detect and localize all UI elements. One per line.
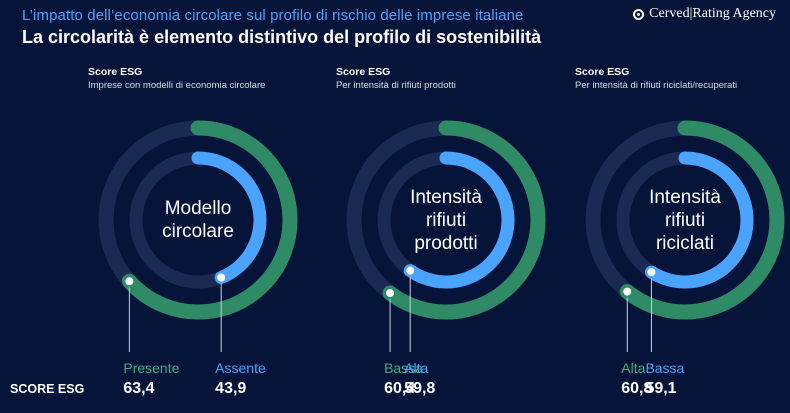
center-label-line: Intensità (649, 186, 721, 208)
panel-header: Score ESG Imprese con modelli di economia… (88, 66, 265, 91)
inner-value-arc (191, 151, 267, 285)
center-label-line: rifiuti (425, 209, 467, 231)
score-value: 59,1 (645, 380, 677, 397)
chart-subtitle: L’impatto dell’economia circolare sul pr… (22, 7, 524, 24)
category-label: Bassa (384, 360, 423, 376)
inner-value-arc (403, 151, 515, 289)
score-value: 43,9 (215, 380, 247, 397)
logo-text: Cerved|Rating Agency (649, 6, 776, 21)
chart-title: La circolarità è elemento distintivo del… (22, 27, 542, 47)
panel-header: Score ESG Per intensità di rifiuti prodot… (336, 66, 456, 91)
center-label-line: Intensità (410, 186, 482, 208)
center-label-line: rifiuti (664, 209, 706, 231)
radial-rings (585, 120, 785, 352)
radial-chart-panel: Score ESG Per intensità di rifiuti ricicl… (575, 0, 790, 413)
center-label: Modello circolare (138, 197, 258, 243)
score-value: 60,4 (384, 380, 416, 397)
inner-end-dot (215, 271, 228, 284)
outer-value-arc (619, 120, 785, 320)
inner-value-arc (644, 151, 754, 289)
outer-value-arc (121, 120, 298, 320)
score-value: 63,4 (123, 380, 155, 397)
center-label: Intensità rifiuti prodotti (386, 186, 506, 255)
radial-rings (98, 120, 298, 352)
outer-end-dot (123, 275, 136, 288)
logo-icon (633, 8, 645, 20)
radial-chart-panel: Score ESG Imprese con modelli di economia… (88, 0, 338, 413)
center-label: Intensità rifiuti riciclati (625, 186, 745, 255)
panel-subtitle: Per intensità di rifiuti prodotti (336, 80, 456, 91)
radial-chart-panel: Score ESG Per intensità di rifiuti prodot… (336, 0, 586, 413)
outer-value-arc (382, 120, 546, 320)
inner-end-dot (645, 266, 658, 279)
panel-label: Score ESG (336, 66, 391, 78)
inner-end-dot (404, 264, 417, 277)
center-label-line: prodotti (414, 232, 478, 254)
center-label-line: riciclati (655, 232, 715, 254)
center-label-line: Modello (164, 198, 232, 219)
panel-subtitle: Per intensità di rifiuti riciclati/recup… (575, 80, 738, 91)
panel-header: Score ESG Per intensità di rifiuti ricicl… (575, 66, 737, 91)
category-label: Presente (123, 360, 180, 376)
score-value: 60,8 (621, 380, 653, 397)
center-label-line: circolare (162, 221, 234, 242)
category-label: Alta (404, 360, 429, 376)
radial-rings (346, 120, 546, 352)
panel-subtitle: Imprese con modelli di economia circolar… (88, 80, 266, 91)
panel-label: Score ESG (88, 66, 143, 78)
category-label: Bassa (645, 360, 685, 376)
score-value: 59,8 (404, 380, 436, 397)
category-label: Assente (215, 360, 266, 376)
brand-logo: Cerved|Rating Agency (633, 6, 776, 22)
outer-end-dot (621, 285, 634, 298)
category-label: Alta (621, 360, 646, 376)
outer-end-dot (384, 287, 397, 300)
score-row-label: SCORE ESG (10, 382, 85, 396)
panel-label: Score ESG (575, 66, 630, 78)
